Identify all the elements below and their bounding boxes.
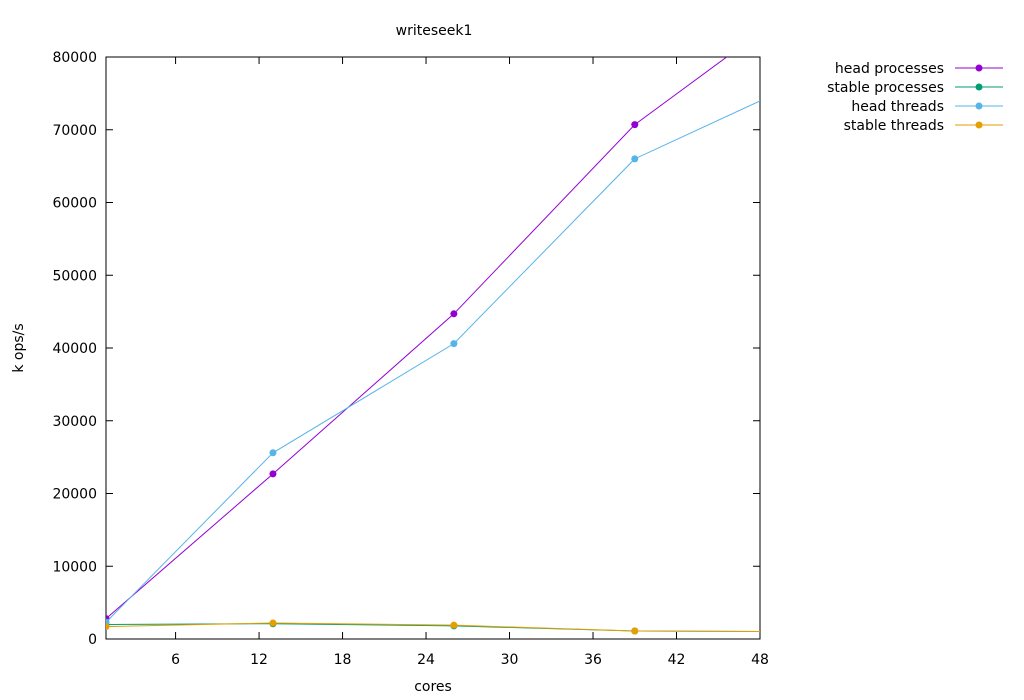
data-point-head-processes bbox=[631, 121, 639, 129]
x-tick-label: 36 bbox=[584, 652, 602, 668]
series-line-head-threads bbox=[106, 100, 760, 623]
x-tick-label: 42 bbox=[668, 652, 686, 668]
x-axis-label: cores bbox=[414, 679, 452, 695]
data-point-stable-processes bbox=[812, 628, 819, 635]
y-tick-label: 70000 bbox=[52, 123, 97, 139]
axis-ticks bbox=[106, 56, 761, 640]
legend: head processes stable processes head threa… bbox=[827, 61, 1003, 134]
legend-marker-stable-processes bbox=[975, 83, 983, 91]
data-point-stable-threads bbox=[450, 621, 458, 629]
legend-marker-head-threads bbox=[975, 102, 983, 110]
legend-label-head-threads: head threads bbox=[851, 99, 944, 115]
legend-label-stable-processes: stable processes bbox=[827, 80, 944, 96]
y-tick-label: 10000 bbox=[52, 559, 97, 575]
data-point-stable-threads bbox=[812, 628, 819, 635]
series-line-stable-threads bbox=[106, 622, 760, 633]
data-point-stable-threads bbox=[631, 627, 639, 635]
y-tick-label: 30000 bbox=[52, 414, 97, 430]
x-tick-label: 24 bbox=[417, 652, 435, 668]
data-point-head-threads bbox=[269, 449, 277, 457]
tick-labels: 0 10000 20000 30000 40000 50000 60000 70000 8000… bbox=[52, 50, 768, 668]
x-tick-label: 30 bbox=[501, 652, 519, 668]
y-tick-label: 0 bbox=[88, 632, 97, 648]
legend-marker-head-processes bbox=[975, 64, 983, 72]
plot-frame bbox=[105, 56, 761, 640]
series-layer bbox=[106, 57, 819, 635]
data-point-head-threads bbox=[631, 155, 639, 163]
data-point-head-threads bbox=[450, 340, 458, 348]
data-point-head-processes bbox=[450, 310, 458, 318]
x-tick-label: 12 bbox=[250, 652, 268, 668]
data-point-stable-threads bbox=[106, 623, 110, 631]
y-tick-label: 80000 bbox=[52, 50, 97, 66]
chart-title: writeseek1 bbox=[396, 23, 473, 39]
x-tick-label: 18 bbox=[334, 652, 352, 668]
y-tick-label: 60000 bbox=[52, 196, 97, 212]
legend-marker-stable-threads bbox=[975, 121, 983, 129]
y-tick-label: 20000 bbox=[52, 487, 97, 503]
legend-label-stable-threads: stable threads bbox=[844, 118, 944, 134]
legend-label-head-processes: head processes bbox=[835, 61, 944, 77]
x-tick-label: 6 bbox=[171, 652, 180, 668]
y-tick-label: 40000 bbox=[52, 341, 97, 357]
y-tick-label: 50000 bbox=[52, 268, 97, 284]
data-point-stable-threads bbox=[269, 619, 277, 627]
series-line-head-processes bbox=[106, 57, 728, 620]
y-axis-label: k ops/s bbox=[11, 323, 27, 372]
data-point-head-processes bbox=[269, 470, 277, 478]
x-tick-label: 48 bbox=[751, 652, 769, 668]
data-point-head-threads bbox=[812, 72, 819, 79]
